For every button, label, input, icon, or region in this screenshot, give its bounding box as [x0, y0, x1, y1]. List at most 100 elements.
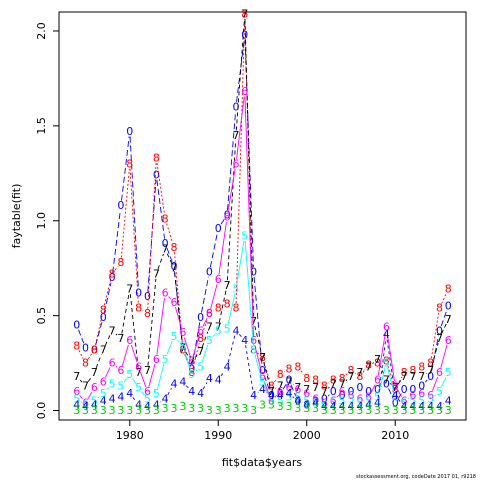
data-point-marker: 4: [153, 398, 160, 411]
data-point-marker: 5: [171, 330, 178, 343]
data-point-marker: 3: [259, 398, 266, 411]
data-point-marker: 8: [436, 302, 443, 315]
data-point-marker: 4: [171, 377, 178, 390]
series-line-segment: [168, 296, 171, 299]
data-point-marker: 3: [392, 404, 399, 417]
footnote: stockassessment.org, codeDate 2017 01, r…: [356, 474, 476, 480]
series-line-segment: [220, 218, 225, 225]
data-point-marker: 4: [427, 400, 434, 413]
data-point-marker: 5: [135, 381, 142, 394]
data-point-marker: 8: [365, 358, 372, 371]
data-point-marker: 0: [383, 377, 390, 390]
data-point-marker: 7: [339, 377, 346, 390]
data-point-marker: 3: [409, 404, 416, 417]
series-line-segment: [327, 394, 330, 397]
series-line-segment: [192, 322, 201, 364]
data-point-marker: 8: [418, 360, 425, 373]
data-point-marker: 8: [277, 368, 284, 381]
data-point-marker: 8: [392, 383, 399, 396]
series-line-segment: [210, 284, 218, 310]
series-line-segment: [327, 386, 330, 389]
data-point-marker: 3: [188, 402, 195, 415]
data-point-marker: 5: [286, 391, 293, 404]
series-line-segment: [129, 293, 139, 368]
data-point-marker: 0: [135, 286, 142, 299]
data-point-marker: 3: [312, 402, 319, 415]
data-point-marker: 0: [418, 379, 425, 392]
data-point-marker: 5: [224, 322, 231, 335]
data-point-marker: 7: [383, 374, 390, 387]
data-point-marker: 6: [392, 379, 399, 392]
data-point-marker: 7: [188, 355, 195, 368]
series-line-segment: [244, 18, 254, 317]
series-line-segment: [218, 221, 227, 275]
data-point-marker: 0: [206, 265, 213, 278]
series-line-segment: [103, 278, 112, 306]
series-line-segment: [104, 367, 111, 378]
data-point-marker: 8: [347, 364, 354, 377]
data-point-marker: 7: [179, 341, 186, 354]
data-point-marker: 5: [401, 396, 408, 409]
data-point-marker: 4: [445, 395, 452, 408]
series-line-segment: [202, 317, 208, 327]
data-point-marker: 3: [321, 404, 328, 417]
data-point-marker: 7: [303, 383, 310, 396]
series-line-segment: [424, 379, 428, 383]
x-tick-label: 1980: [116, 429, 144, 442]
data-point-marker: 3: [162, 402, 169, 415]
series-line-segment: [274, 394, 278, 398]
data-point-marker: 3: [126, 404, 133, 417]
data-point-marker: 6: [401, 395, 408, 408]
data-point-marker: 4: [418, 400, 425, 413]
y-tick-label: 1.5: [35, 117, 48, 135]
data-point-marker: 0: [109, 271, 116, 284]
data-point-marker: 3: [117, 404, 124, 417]
data-point-marker: 4: [117, 391, 124, 404]
data-point-marker: 4: [224, 360, 231, 373]
series-line-segment: [123, 378, 128, 383]
series-line-segment: [201, 276, 209, 313]
data-point-marker: 6: [91, 381, 98, 394]
data-point-marker: 7: [215, 321, 222, 334]
data-point-marker: 7: [144, 364, 151, 377]
data-point-marker: 4: [409, 400, 416, 413]
data-point-marker: 5: [232, 283, 239, 296]
data-point-marker: 4: [321, 400, 328, 413]
data-point-marker: 5: [153, 387, 160, 400]
y-tick-label: 1.0: [35, 212, 48, 230]
data-point-marker: 0: [330, 385, 337, 398]
data-point-marker: 6: [126, 334, 133, 347]
data-point-marker: 7: [286, 376, 293, 389]
data-point-marker: 5: [356, 396, 363, 409]
data-point-marker: 8: [401, 366, 408, 379]
data-point-marker: 4: [436, 400, 443, 413]
series-line-segment: [147, 278, 157, 366]
series-line-segment: [87, 391, 93, 399]
data-point-marker: 8: [356, 370, 363, 383]
data-point-marker: 8: [188, 366, 195, 379]
x-tick-label: 2010: [381, 429, 409, 442]
data-point-marker: 0: [100, 311, 107, 324]
series-line-segment: [441, 293, 447, 304]
data-point-marker: 6: [312, 393, 319, 406]
data-point-marker: 5: [392, 391, 399, 404]
data-point-marker: 8: [250, 343, 257, 356]
series-line-segment: [431, 335, 439, 372]
data-point-marker: 0: [153, 169, 160, 182]
data-point-marker: 3: [268, 398, 275, 411]
data-point-marker: 0: [321, 393, 328, 406]
data-point-marker: 8: [91, 343, 98, 356]
series-line-segment: [345, 373, 348, 376]
data-point-marker: 7: [197, 345, 204, 358]
data-point-marker: 6: [162, 286, 169, 299]
series-line-segment: [235, 18, 245, 131]
data-point-marker: 8: [383, 355, 390, 368]
data-point-marker: 5: [312, 396, 319, 409]
data-point-marker: 6: [171, 296, 178, 309]
series-line-segment: [387, 367, 395, 393]
data-point-marker: 6: [109, 357, 116, 370]
series-line-segment: [389, 383, 392, 385]
data-point-marker: 7: [330, 377, 337, 390]
data-point-marker: 8: [294, 360, 301, 373]
data-point-marker: 8: [206, 307, 213, 320]
